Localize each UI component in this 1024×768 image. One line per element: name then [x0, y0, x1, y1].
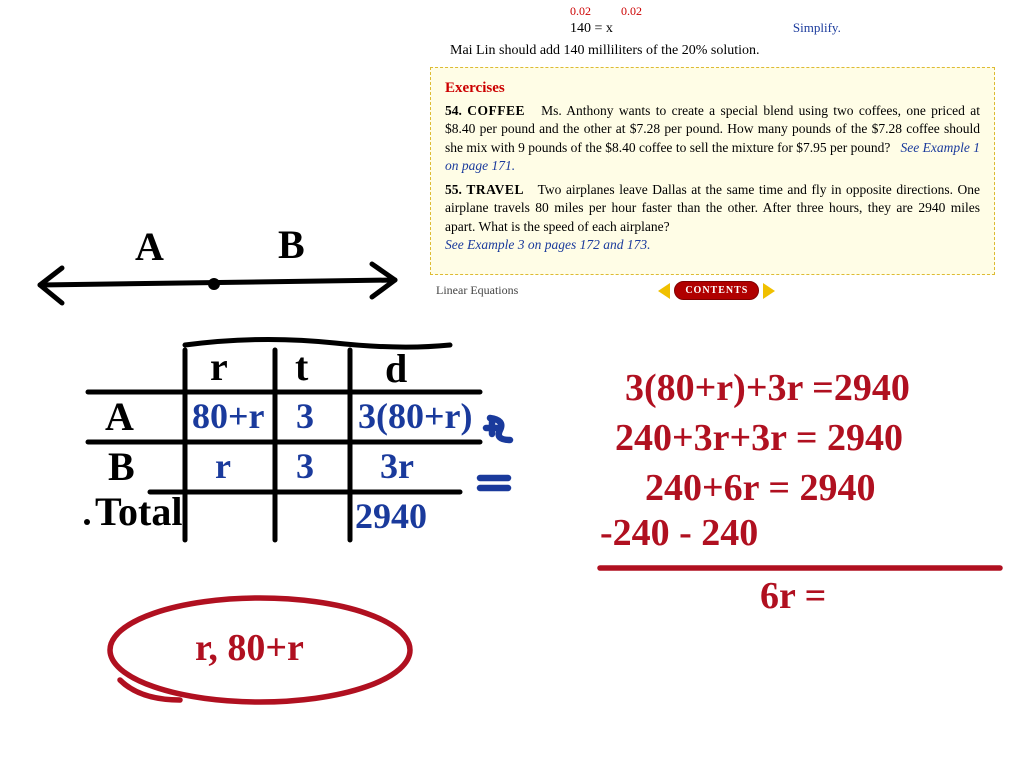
exercise-54: 54. COFFEE Ms. Anthony wants to create a…: [445, 102, 980, 175]
section-label: Linear Equations: [436, 283, 518, 298]
algebra-line-1: 3(80+r)+3r =2940: [625, 367, 910, 409]
diagram-center-dot: [208, 278, 220, 290]
exercise-number: 54.: [445, 103, 462, 118]
table-row-total: Total: [95, 489, 182, 534]
diagram-label-b: B: [278, 222, 305, 267]
exercise-number: 55.: [445, 182, 462, 197]
blue-brace: [490, 418, 510, 440]
diagram-arrow-left: [40, 268, 62, 303]
textbook-excerpt: 0.02 0.02 140 = x Simplify. Mai Lin shou…: [430, 0, 995, 300]
table-col-d: d: [385, 346, 407, 391]
solution-equation: 140 = x: [570, 21, 613, 37]
cell-b-t: 3: [296, 446, 314, 486]
answer-circle: [110, 598, 410, 702]
simplify-label: Simplify.: [793, 20, 841, 36]
cell-b-r: r: [215, 446, 231, 486]
cell-a-r: 80+r: [192, 396, 265, 436]
table-grid: [88, 339, 480, 540]
cell-total-d: 2940: [355, 496, 427, 536]
exercises-box: Exercises 54. COFFEE Ms. Anthony wants t…: [430, 67, 995, 275]
textbook-footer: Linear Equations CONTENTS: [430, 281, 995, 300]
diagram-arrow-right: [372, 264, 395, 297]
diagram-label-a: A: [135, 224, 164, 269]
algebra-line-4: -240 - 240: [600, 512, 758, 554]
exercise-text: Two airplanes leave Dallas at the same t…: [445, 182, 980, 233]
solution-sentence: Mai Lin should add 140 milliliters of th…: [450, 43, 975, 59]
exercise-category: COFFEE: [467, 103, 525, 118]
nav-prev-icon[interactable]: [658, 283, 670, 299]
algebra-line-3: 240+6r = 2940: [645, 467, 876, 509]
algebra-result: 6r =: [760, 575, 826, 617]
solution-block: 0.02 0.02 140 = x Simplify. Mai Lin shou…: [430, 0, 995, 67]
exercises-title: Exercises: [445, 78, 980, 98]
exercise-55: 55. TRAVEL Two airplanes leave Dallas at…: [445, 181, 980, 254]
fraction-right: 0.02: [621, 4, 642, 19]
circled-answer-text: r, 80+r: [195, 627, 304, 669]
see-example-link[interactable]: See Example 3 on pages 172 and 173.: [445, 237, 650, 252]
table-col-t: t: [295, 344, 309, 389]
contents-nav: CONTENTS: [658, 281, 775, 300]
fraction-left: 0.02: [570, 4, 591, 19]
algebra-line-2: 240+3r+3r = 2940: [615, 417, 903, 459]
table-row-a: A: [105, 394, 134, 439]
table-row-b: B: [108, 444, 135, 489]
contents-button[interactable]: CONTENTS: [674, 281, 759, 300]
cell-a-t: 3: [296, 396, 314, 436]
nav-next-icon[interactable]: [763, 283, 775, 299]
table-col-r: r: [210, 344, 228, 389]
exercise-category: TRAVEL: [466, 182, 524, 197]
cell-a-d: 3(80+r): [358, 396, 472, 436]
diagram-line: [40, 280, 395, 285]
cell-b-d: 3r: [380, 446, 414, 486]
